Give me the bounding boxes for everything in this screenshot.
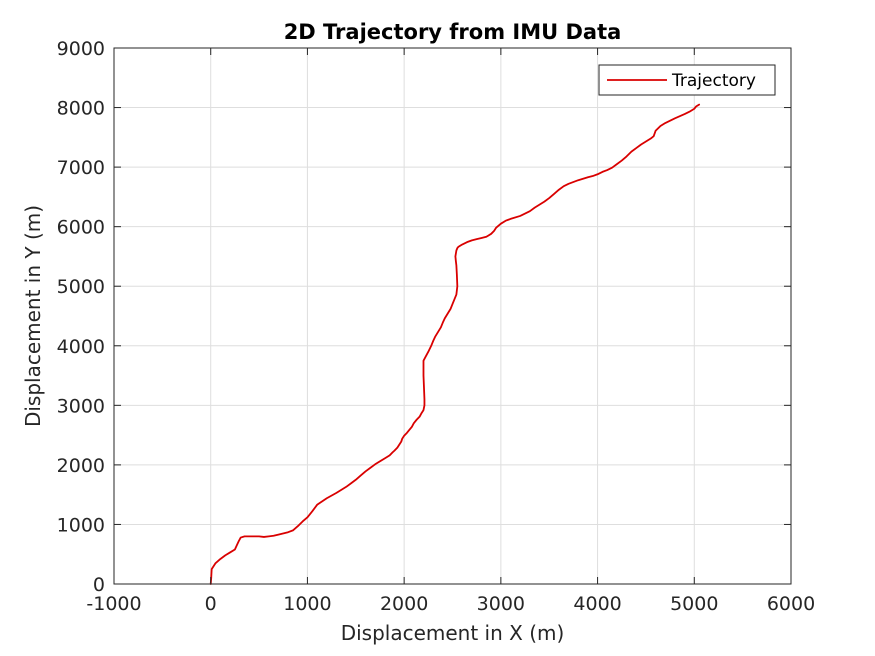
plot-area bbox=[114, 48, 791, 584]
legend-label-trajectory: Trajectory bbox=[671, 71, 756, 91]
x-tick-label: 0 bbox=[205, 593, 217, 615]
legend: Trajectory bbox=[598, 64, 776, 96]
x-tick-label: 4000 bbox=[573, 593, 621, 615]
x-tick-label: -1000 bbox=[86, 593, 141, 615]
grid bbox=[114, 48, 791, 584]
y-tick-label: 8000 bbox=[57, 98, 105, 120]
y-tick-label: 5000 bbox=[57, 276, 105, 298]
y-axis-title: Displacement in Y (m) bbox=[21, 205, 45, 427]
y-tick-label: 9000 bbox=[57, 38, 105, 60]
series-line-trajectory bbox=[209, 103, 701, 585]
x-axis-title: Displacement in X (m) bbox=[341, 621, 565, 645]
y-tick-label: 6000 bbox=[57, 217, 105, 239]
y-tick-label: 0 bbox=[93, 574, 105, 596]
y-tick-labels: 0 1000 2000 3000 4000 5000 6000 7000 8000 9000 bbox=[57, 38, 105, 596]
ticks bbox=[113, 47, 792, 585]
y-tick-label: 3000 bbox=[57, 395, 105, 417]
x-tick-labels: -1000 0 1000 2000 3000 4000 5000 6000 bbox=[86, 593, 815, 615]
x-tick-label: 6000 bbox=[767, 593, 815, 615]
x-tick-label: 3000 bbox=[477, 593, 525, 615]
x-tick-label: 2000 bbox=[380, 593, 428, 615]
axes-box bbox=[113, 47, 792, 585]
chart-title: 2D Trajectory from IMU Data bbox=[284, 20, 622, 44]
series-layer bbox=[209, 103, 701, 585]
y-tick-label: 2000 bbox=[57, 455, 105, 477]
y-tick-label: 1000 bbox=[57, 514, 105, 536]
x-tick-label: 1000 bbox=[283, 593, 331, 615]
x-tick-label: 5000 bbox=[670, 593, 718, 615]
y-tick-label: 7000 bbox=[57, 157, 105, 179]
y-tick-label: 4000 bbox=[57, 336, 105, 358]
